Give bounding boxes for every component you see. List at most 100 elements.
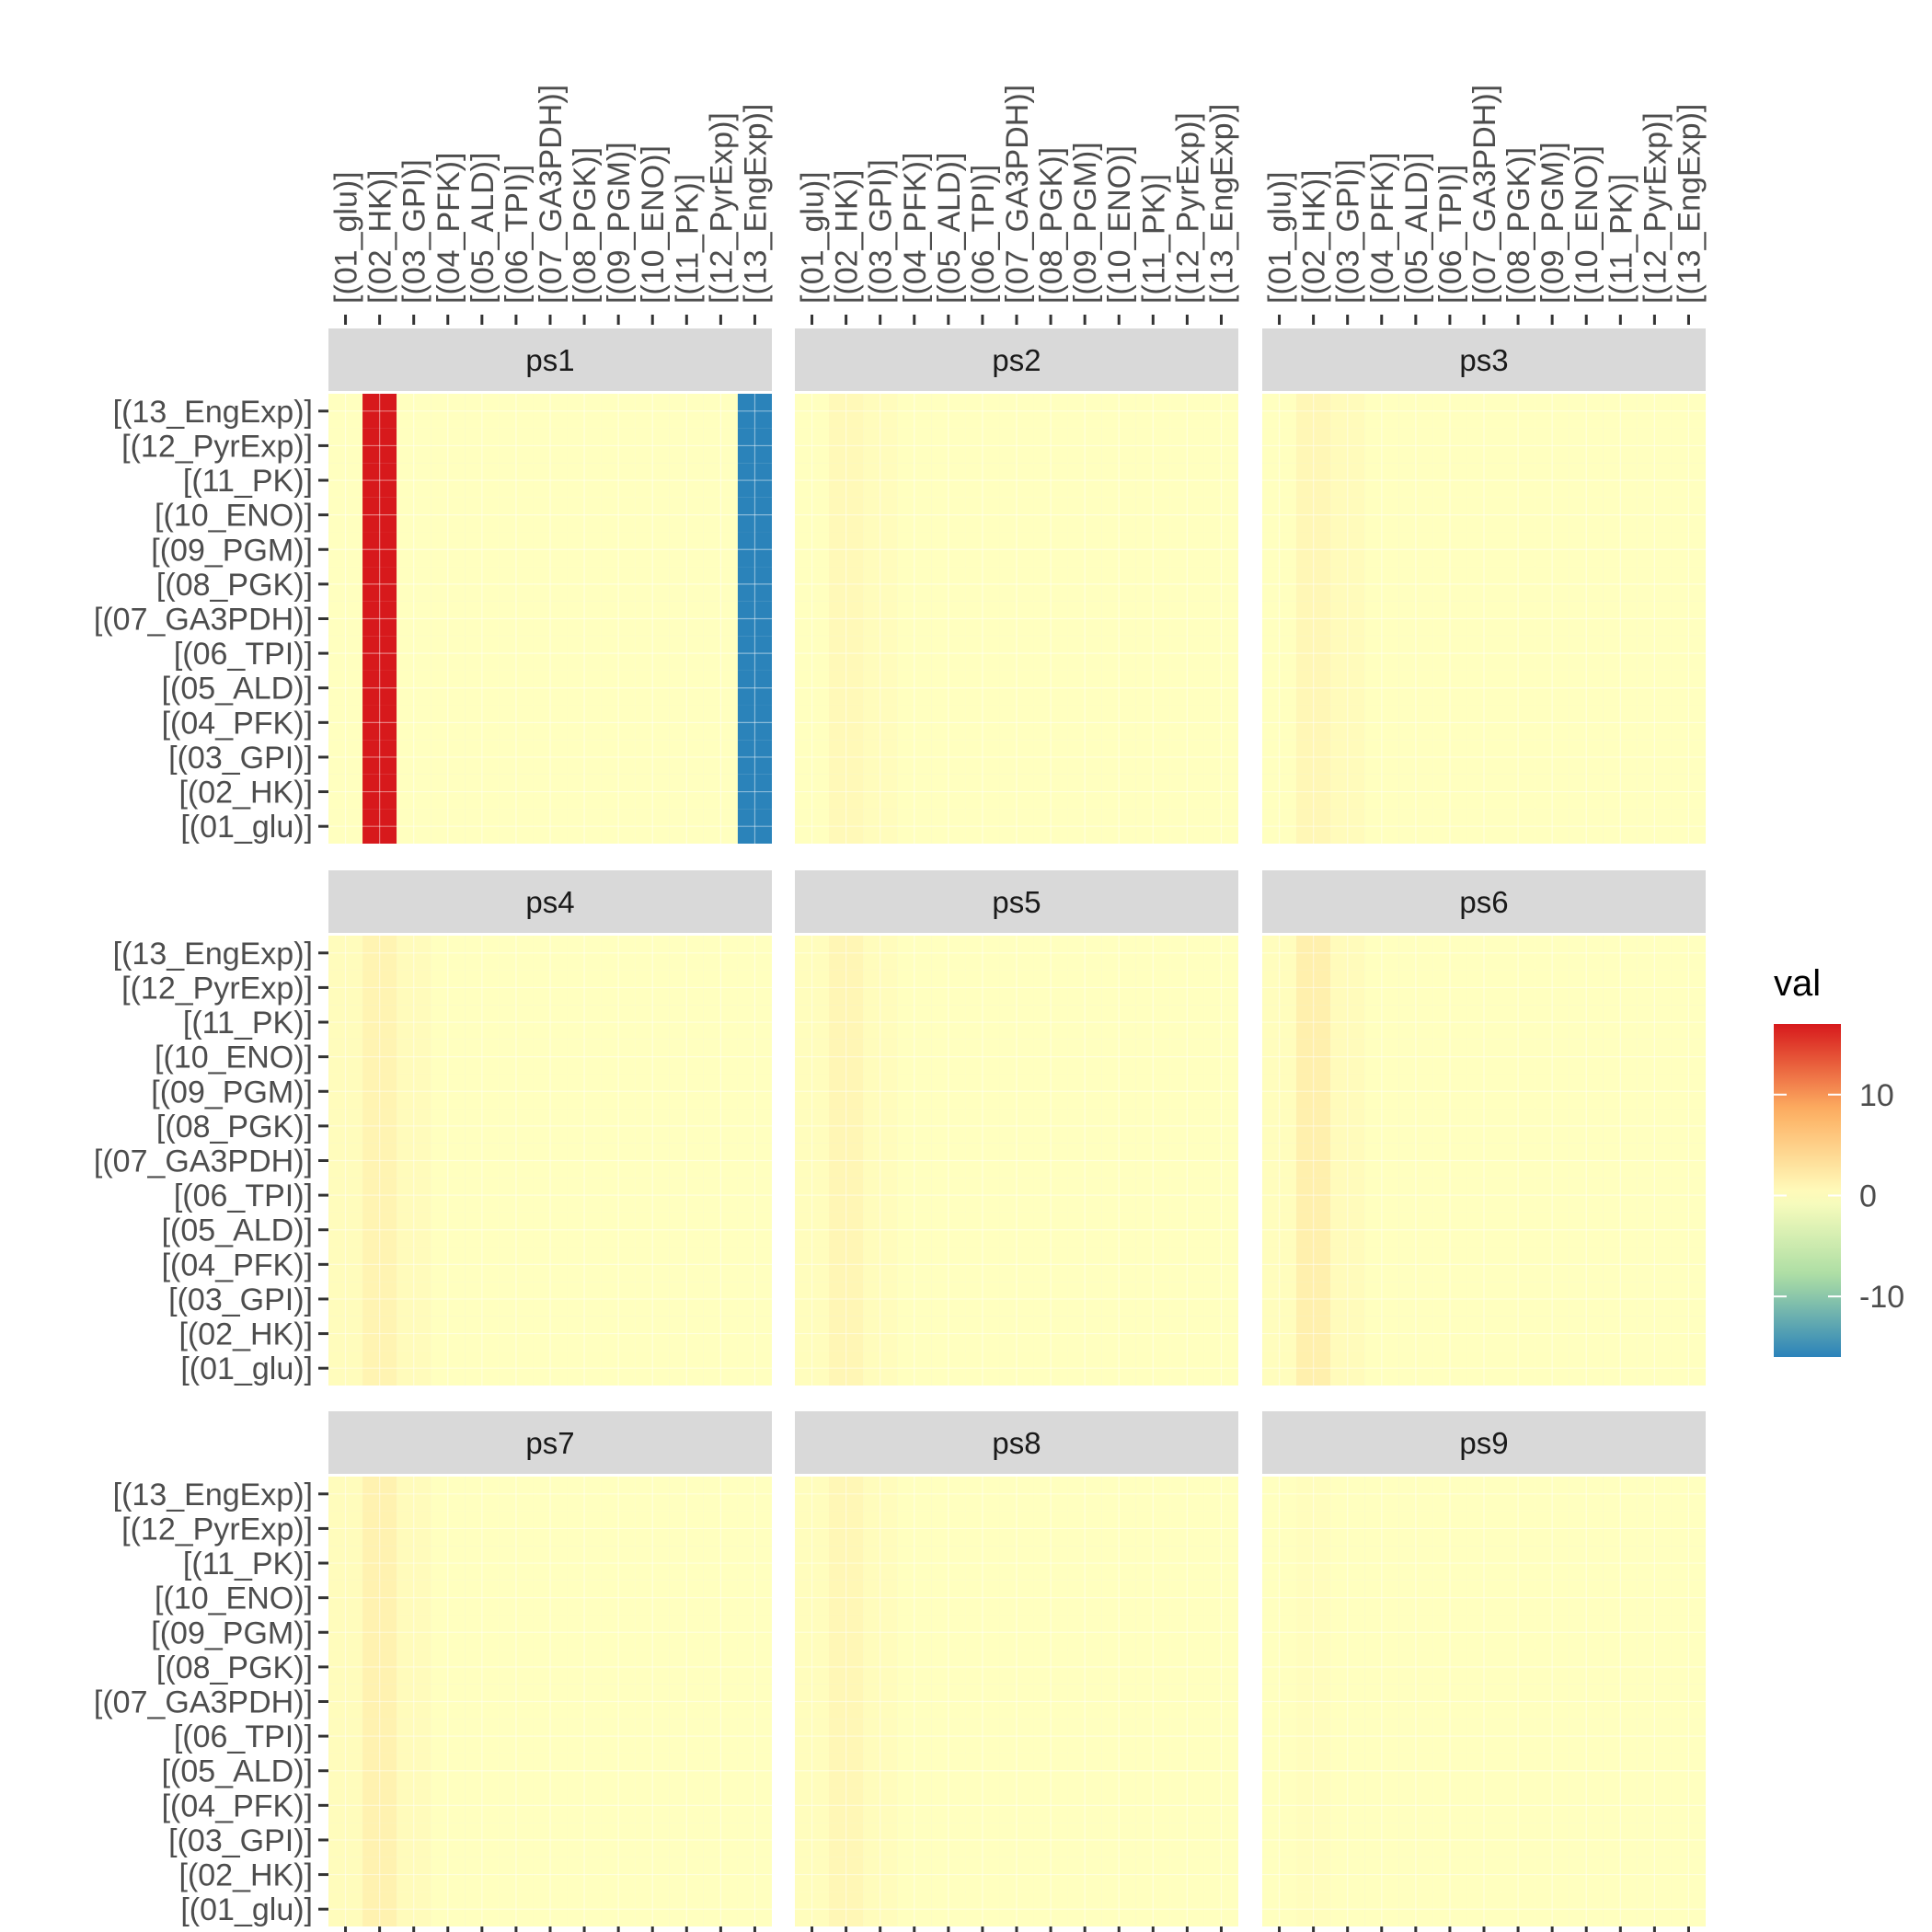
heatmap-tile: [795, 497, 830, 533]
heatmap-tile: [1169, 1546, 1204, 1581]
heatmap-tile: [1569, 970, 1604, 1006]
heatmap-tile: [1135, 970, 1170, 1006]
heatmap-tile: [499, 1282, 534, 1317]
x-tick-label: [(03_GPI)]: [1331, 159, 1366, 304]
heatmap-tile: [397, 532, 431, 568]
heatmap-tile: [1135, 497, 1170, 533]
heatmap-tile: [829, 1005, 864, 1040]
heatmap-tile: [1364, 1684, 1399, 1719]
heatmap-tile: [1671, 1316, 1706, 1351]
heatmap-tile: [1637, 809, 1672, 844]
heatmap-tile: [1501, 1178, 1535, 1213]
heatmap-tile: [362, 705, 397, 741]
heatmap-tile: [567, 1615, 602, 1650]
heatmap-tile: [499, 636, 534, 671]
heatmap-tile: [999, 463, 1034, 498]
heatmap-tile: [465, 1892, 500, 1926]
heatmap-tile: [829, 1684, 864, 1719]
y-tick-label: [(04_PFK)]: [162, 1248, 313, 1282]
heatmap-tile: [567, 936, 602, 971]
heatmap-tile: [863, 1719, 898, 1754]
heatmap-tile: [737, 1351, 772, 1386]
y-tick-label: [(08_PGK)]: [156, 1650, 313, 1685]
heatmap-tile: [1671, 970, 1706, 1006]
heatmap-tile: [635, 394, 670, 429]
heatmap-tile: [328, 1212, 363, 1248]
heatmap-tile: [669, 1074, 704, 1110]
heatmap-tile: [829, 1857, 864, 1892]
heatmap-tile: [829, 394, 864, 429]
x-tick-label: [(02_HK)]: [830, 170, 865, 305]
x-tick-label: [(01_glu)]: [796, 171, 831, 304]
x-tick-label: [(11_PK)]: [1136, 174, 1171, 304]
heatmap-tile: [863, 1511, 898, 1547]
heatmap-tile: [465, 1143, 500, 1179]
heatmap-tile: [362, 1178, 397, 1213]
heatmap-tile: [1398, 1788, 1433, 1823]
heatmap-tile: [1364, 1351, 1399, 1386]
heatmap-tile: [897, 567, 932, 602]
heatmap-tile: [362, 1719, 397, 1754]
heatmap-tile: [1330, 705, 1365, 741]
heatmap-tile: [1101, 1212, 1136, 1248]
heatmap-tile: [897, 601, 932, 637]
heatmap-tile: [1535, 1546, 1570, 1581]
heatmap-tile: [1398, 1719, 1433, 1754]
heatmap-tile: [533, 1039, 568, 1075]
heatmap-tile: [1203, 1477, 1238, 1512]
heatmap-tile: [601, 1892, 636, 1926]
heatmap-tile: [328, 670, 363, 706]
heatmap-tile: [1169, 1109, 1204, 1144]
heatmap-tile: [1033, 1247, 1068, 1282]
heatmap-tile: [1330, 394, 1365, 429]
heatmap-tile: [965, 601, 1000, 637]
heatmap-tile: [999, 1282, 1034, 1317]
heatmap-tile: [1330, 670, 1365, 706]
heatmap-tile: [863, 1005, 898, 1040]
heatmap-tile: [1101, 1351, 1136, 1386]
heatmap-tile: [1169, 601, 1204, 637]
heatmap-tile: [1033, 809, 1068, 844]
heatmap-tile: [1569, 394, 1604, 429]
heatmap-tile: [1135, 1892, 1170, 1926]
heatmap-tile: [533, 601, 568, 637]
heatmap-tile: [397, 463, 431, 498]
heatmap-tile: [1169, 428, 1204, 464]
heatmap-tile: [1569, 1212, 1604, 1248]
heatmap-tile: [703, 1753, 738, 1788]
heatmap-tile: [635, 1282, 670, 1317]
heatmap-tile: [965, 1212, 1000, 1248]
heatmap-tile: [931, 1615, 966, 1650]
heatmap-tile: [1330, 1351, 1365, 1386]
heatmap-tile: [1262, 936, 1297, 971]
x-tick-label: [(12_PyrExp)]: [704, 112, 739, 304]
heatmap-tile: [1330, 1178, 1365, 1213]
heatmap-tile: [567, 705, 602, 741]
heatmap-tile: [1603, 1615, 1638, 1650]
heatmap-tile: [1603, 740, 1638, 775]
heatmap-tile: [1466, 1650, 1501, 1685]
heatmap-tile: [999, 636, 1034, 671]
y-tick-label: [(08_PGK)]: [156, 568, 313, 603]
heatmap-tile: [533, 567, 568, 602]
heatmap-tile: [362, 1580, 397, 1616]
heatmap-tile: [1296, 532, 1331, 568]
heatmap-tile: [1466, 1143, 1501, 1179]
heatmap-tile: [931, 1546, 966, 1581]
heatmap-tile: [965, 463, 1000, 498]
heatmap-tile: [669, 740, 704, 775]
panel-ps3: ps3: [1262, 328, 1706, 844]
heatmap-tile: [1466, 1615, 1501, 1650]
heatmap-tile: [703, 774, 738, 810]
heatmap-tile: [703, 1477, 738, 1512]
heatmap-tile: [601, 1282, 636, 1317]
heatmap-tile: [1466, 670, 1501, 706]
heatmap-tile: [795, 1316, 830, 1351]
heatmap-tile: [1364, 1719, 1399, 1754]
heatmap-tile: [601, 1039, 636, 1075]
heatmap-tile: [1637, 1857, 1672, 1892]
heatmap-tile: [1398, 1039, 1433, 1075]
heatmap-tile: [1637, 463, 1672, 498]
heatmap-tile: [1169, 705, 1204, 741]
heatmap-tile: [601, 1351, 636, 1386]
